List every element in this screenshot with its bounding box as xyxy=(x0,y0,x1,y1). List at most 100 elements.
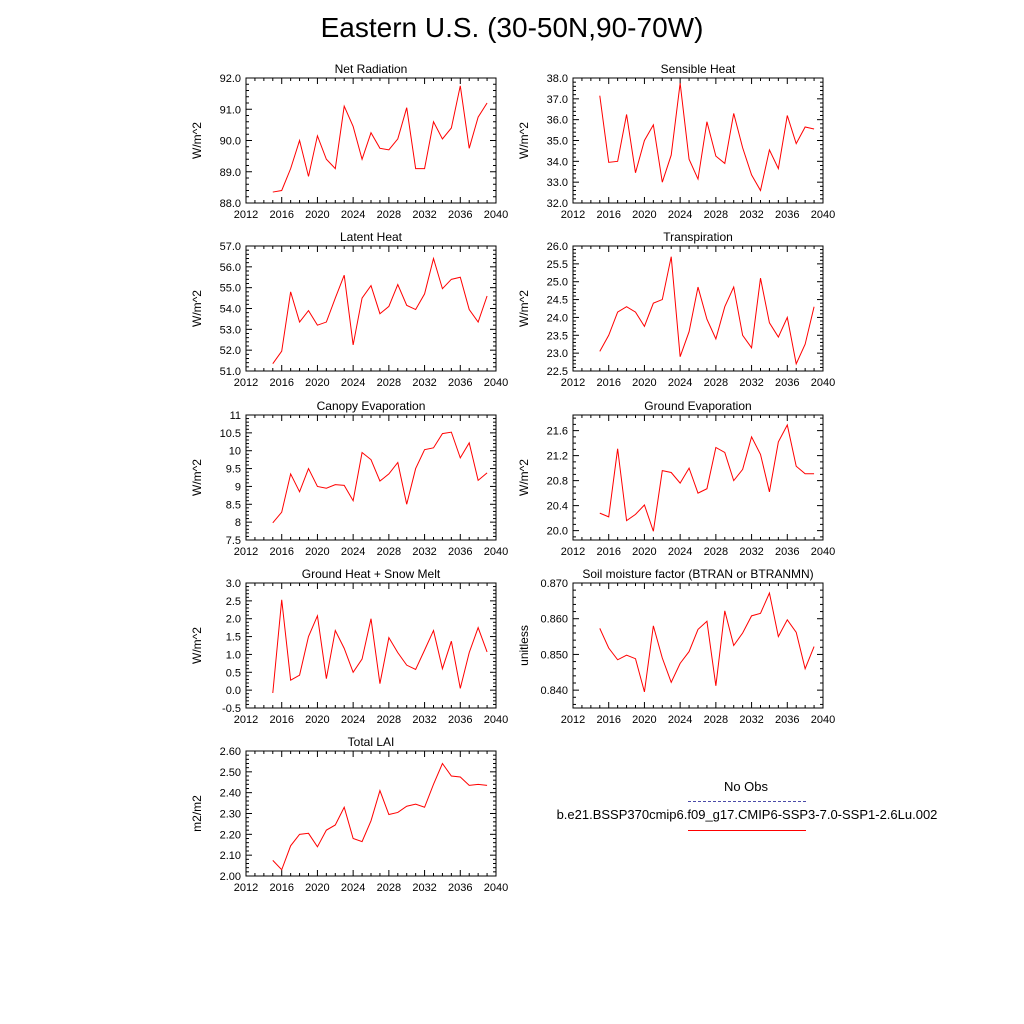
x-tick-label: 2036 xyxy=(775,546,799,558)
x-tick-label: 2040 xyxy=(811,377,835,389)
x-tick-label: 2016 xyxy=(596,714,620,726)
plot-frame xyxy=(245,77,497,204)
x-tick-label: 2036 xyxy=(775,714,799,726)
x-tick-label: 2040 xyxy=(484,377,508,389)
y-tick-label: 10 xyxy=(229,446,241,458)
x-tick-label: 2016 xyxy=(269,882,293,894)
x-tick-label: 2028 xyxy=(704,714,728,726)
x-tick-label: 2040 xyxy=(811,714,835,726)
y-tick-label: 26.0 xyxy=(547,241,568,253)
y-tick-label: 0.840 xyxy=(540,685,568,697)
y-axis-label: W/m^2 xyxy=(517,290,531,327)
x-tick-label: 2024 xyxy=(341,882,365,894)
series-line xyxy=(599,423,815,532)
x-tick-label: 2012 xyxy=(561,377,585,389)
x-tick-label: 2028 xyxy=(704,546,728,558)
y-tick-label: 8 xyxy=(235,517,241,529)
x-tick-label: 2036 xyxy=(775,209,799,221)
y-tick-label: 32.0 xyxy=(547,198,568,210)
legend-model-line xyxy=(688,830,806,831)
y-tick-label: 10.5 xyxy=(220,428,241,440)
y-tick-label: 0.850 xyxy=(540,649,568,661)
y-axis-label: W/m^2 xyxy=(517,122,531,159)
x-tick-label: 2012 xyxy=(234,546,258,558)
x-tick-label: 2032 xyxy=(412,209,436,221)
chart-panel-2: Sensible Heat W/m^2 2012 2016 2020 2024 2028 20… xyxy=(517,62,835,221)
series-line xyxy=(599,256,815,366)
plot-frame xyxy=(245,245,497,372)
chart-panel-4: Transpiration W/m^2 2012 2016 2020 2024 2028 20… xyxy=(517,230,835,389)
y-tick-label: 2.40 xyxy=(220,788,241,800)
y-tick-label: 23.5 xyxy=(547,330,568,342)
x-tick-label: 2020 xyxy=(305,714,329,726)
x-tick-label: 2020 xyxy=(305,377,329,389)
chart-panel-9: Total LAI m2/m2 2012 2016 2020 2024 2028 2032 20… xyxy=(190,735,508,894)
y-tick-label: 35.0 xyxy=(547,136,568,148)
x-tick-label: 2020 xyxy=(632,714,656,726)
page-title: Eastern U.S. (30-50N,90-70W) xyxy=(320,12,704,43)
series-line xyxy=(599,591,815,693)
y-tick-label: 8.5 xyxy=(226,499,241,511)
x-tick-label: 2024 xyxy=(341,209,365,221)
y-tick-label: 54.0 xyxy=(220,304,241,316)
x-tick-label: 2032 xyxy=(412,714,436,726)
series-line xyxy=(272,599,488,694)
y-tick-label: 51.0 xyxy=(220,366,241,378)
x-tick-label: 2016 xyxy=(269,209,293,221)
y-tick-label: 20.0 xyxy=(547,526,568,538)
x-tick-label: 2020 xyxy=(632,377,656,389)
chart-panel-7: Ground Heat + Snow Melt W/m^2 2012 2016 2020… xyxy=(190,567,508,726)
y-axis-label: W/m^2 xyxy=(190,290,204,327)
y-tick-label: 0.5 xyxy=(226,667,241,679)
x-tick-label: 2012 xyxy=(561,714,585,726)
x-tick-label: 2040 xyxy=(811,546,835,558)
y-tick-label: -0.5 xyxy=(222,703,241,715)
x-tick-label: 2032 xyxy=(412,377,436,389)
plot-frame xyxy=(245,582,497,709)
y-tick-label: 38.0 xyxy=(547,73,568,85)
y-tick-label: 25.0 xyxy=(547,277,568,289)
y-tick-label: 9.5 xyxy=(226,464,241,476)
x-tick-label: 2024 xyxy=(668,209,692,221)
plot-frame xyxy=(572,245,824,372)
chart-title: Ground Evaporation xyxy=(644,399,751,413)
y-tick-label: 24.5 xyxy=(547,295,568,307)
x-tick-label: 2036 xyxy=(448,882,472,894)
plot-frame xyxy=(245,750,497,877)
y-tick-label: 22.5 xyxy=(547,366,568,378)
series-line xyxy=(599,83,815,192)
x-tick-label: 2012 xyxy=(561,209,585,221)
x-tick-label: 2032 xyxy=(739,377,763,389)
y-tick-label: 24.0 xyxy=(547,312,568,324)
x-tick-label: 2040 xyxy=(484,714,508,726)
y-tick-label: 23.0 xyxy=(547,348,568,360)
y-tick-label: 0.860 xyxy=(540,614,568,626)
x-tick-label: 2036 xyxy=(448,714,472,726)
x-tick-label: 2020 xyxy=(632,209,656,221)
x-tick-label: 2028 xyxy=(377,882,401,894)
x-tick-label: 2020 xyxy=(632,546,656,558)
y-tick-label: 9 xyxy=(235,481,241,493)
x-tick-label: 2028 xyxy=(377,546,401,558)
y-tick-label: 89.0 xyxy=(220,167,241,179)
y-tick-label: 53.0 xyxy=(220,324,241,336)
chart-panel-3: Latent Heat W/m^2 2012 2016 2020 2024 2028 2032… xyxy=(190,230,508,389)
x-tick-label: 2032 xyxy=(739,714,763,726)
x-tick-label: 2024 xyxy=(341,546,365,558)
y-tick-label: 90.0 xyxy=(220,136,241,148)
y-tick-label: 0.0 xyxy=(226,685,241,697)
y-tick-label: 2.50 xyxy=(220,767,241,779)
x-tick-label: 2036 xyxy=(448,377,472,389)
x-tick-label: 2016 xyxy=(269,546,293,558)
plot-frame xyxy=(572,77,824,204)
y-tick-label: 1.0 xyxy=(226,649,241,661)
chart-title: Latent Heat xyxy=(340,230,403,244)
x-tick-label: 2028 xyxy=(377,714,401,726)
x-tick-label: 2020 xyxy=(305,546,329,558)
x-tick-label: 2024 xyxy=(668,546,692,558)
x-tick-label: 2024 xyxy=(341,377,365,389)
y-axis-label: W/m^2 xyxy=(190,459,204,496)
chart-title: Total LAI xyxy=(348,735,395,749)
x-tick-label: 2024 xyxy=(341,714,365,726)
